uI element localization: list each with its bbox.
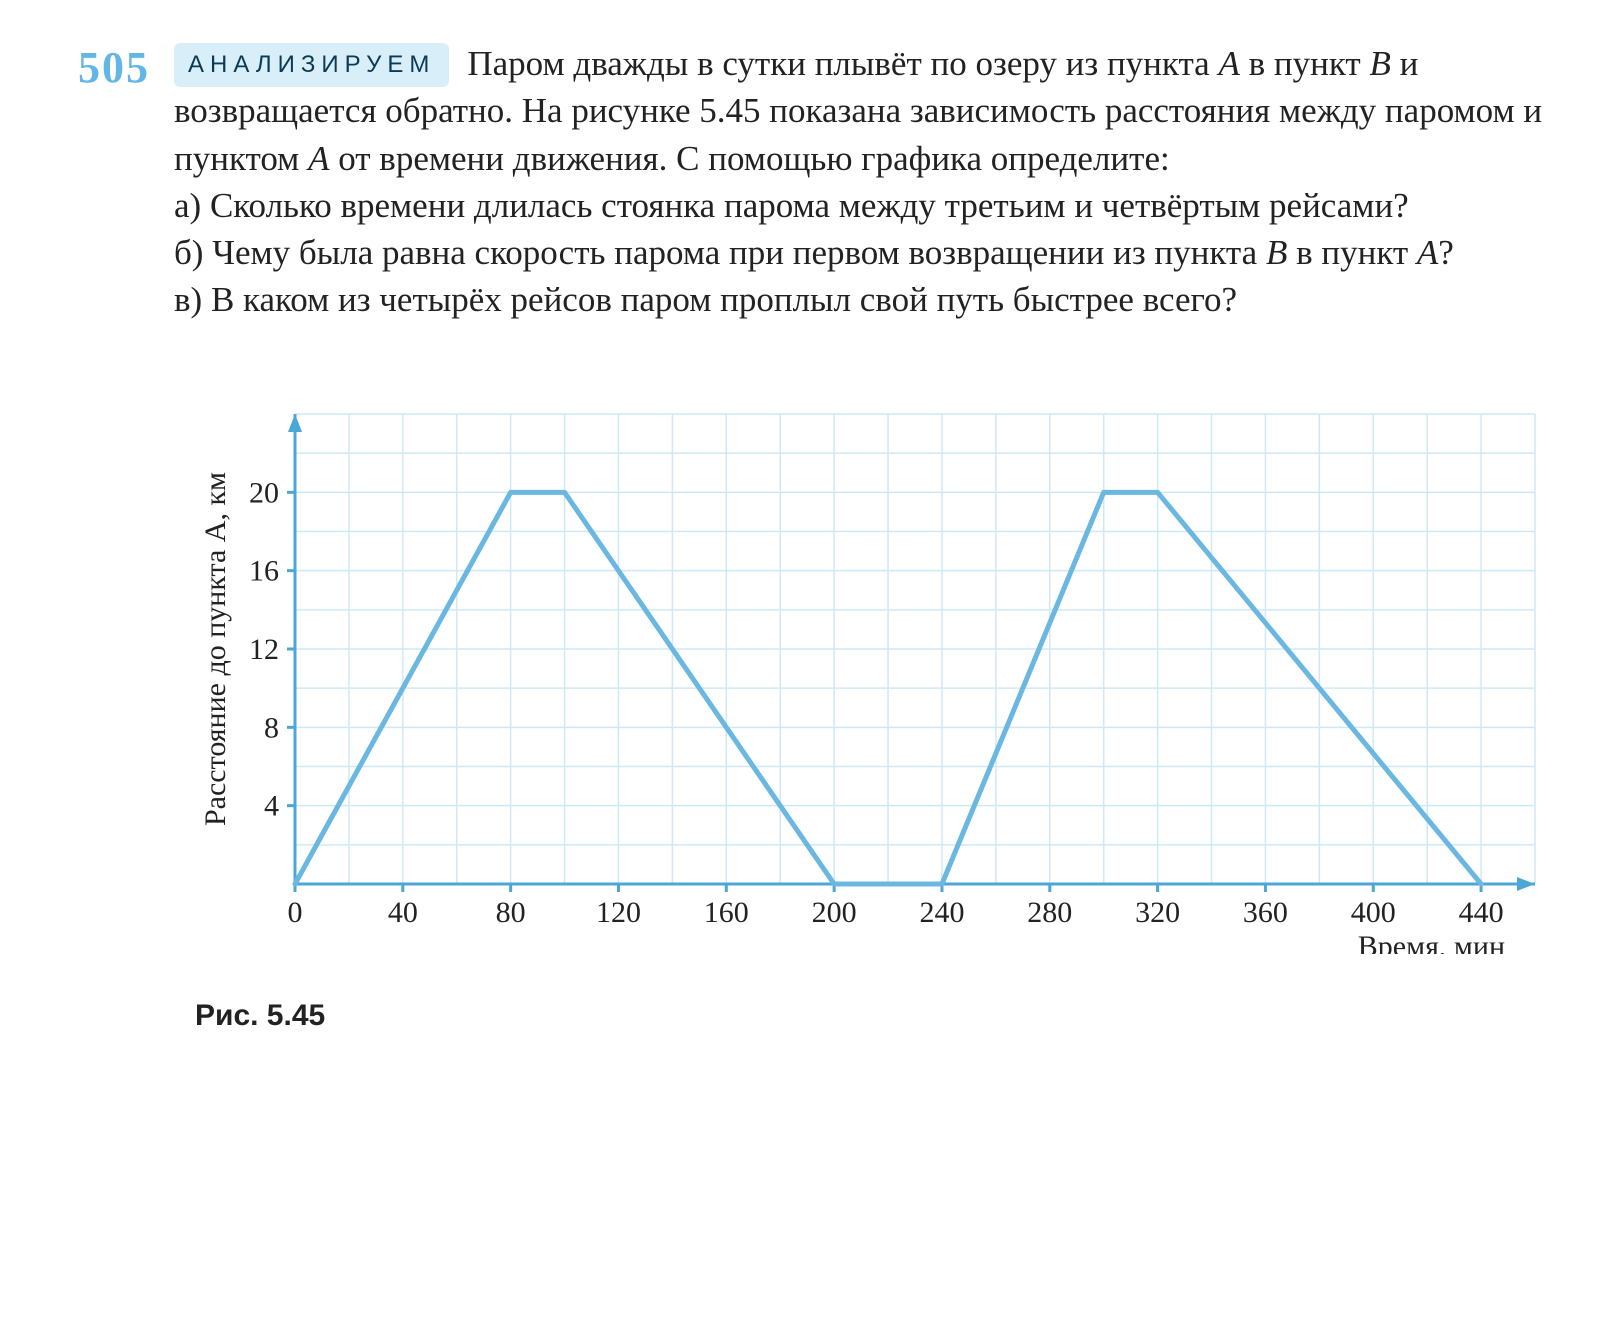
svg-text:12: 12 — [249, 633, 279, 666]
svg-text:320: 320 — [1135, 896, 1180, 929]
svg-text:440: 440 — [1459, 896, 1504, 929]
svg-text:Время, мин: Время, мин — [1358, 930, 1505, 954]
intro-4: от времени движения. С помощью графика о… — [329, 139, 1169, 178]
intro-1: Паром дважды в сутки плывёт по озеру из … — [467, 44, 1218, 83]
question-b-2: в пункт — [1287, 233, 1417, 272]
var-A-2: A — [308, 139, 329, 178]
svg-text:400: 400 — [1351, 896, 1396, 929]
intro-2: в пункт — [1240, 44, 1370, 83]
qa-label: а) — [174, 186, 210, 225]
problem-text: АНАЛИЗИРУЕМ Паром дважды в сутки плывёт п… — [174, 40, 1548, 324]
svg-text:4: 4 — [264, 789, 279, 822]
question-c: В каком из четырёх рейсов паром проплыл … — [211, 280, 1237, 319]
chart-container: 0 40 80 120 160 200 240 280 320 360 400 440 4 8 12 16 20… — [180, 394, 1548, 959]
svg-text:160: 160 — [704, 896, 749, 929]
svg-text:Расстояние до пункта A, км: Расстояние до пункта A, км — [199, 472, 232, 826]
svg-text:360: 360 — [1243, 896, 1288, 929]
svg-text:120: 120 — [596, 896, 641, 929]
qc-label: в) — [174, 280, 211, 319]
figure-caption: Рис. 5.45 — [195, 999, 1548, 1033]
var-A-1: A — [1218, 44, 1239, 83]
badge-analyze: АНАЛИЗИРУЕМ — [174, 43, 449, 87]
svg-text:80: 80 — [496, 896, 526, 929]
question-b-3: ? — [1438, 233, 1454, 272]
qb-label: б) — [174, 233, 212, 272]
svg-text:240: 240 — [919, 896, 964, 929]
svg-text:20: 20 — [249, 476, 279, 509]
question-a: Сколько времени длилась стоянка парома м… — [210, 186, 1409, 225]
question-b-1: Чему была равна скорость парома при перв… — [212, 233, 1266, 272]
chart-svg: 0 40 80 120 160 200 240 280 320 360 400 440 4 8 12 16 20… — [180, 394, 1560, 954]
problem-block: 505 АНАЛИЗИРУЕМ Паром дважды в сутки плыв… — [60, 40, 1548, 324]
svg-text:280: 280 — [1027, 896, 1072, 929]
var-A-3: A — [1417, 233, 1438, 272]
var-B-2: B — [1266, 233, 1287, 272]
svg-text:200: 200 — [812, 896, 857, 929]
var-B-1: B — [1369, 44, 1390, 83]
svg-text:40: 40 — [388, 896, 418, 929]
svg-text:8: 8 — [264, 711, 279, 744]
svg-text:16: 16 — [249, 554, 279, 587]
problem-number: 505 — [60, 42, 150, 93]
svg-text:0: 0 — [288, 896, 303, 929]
